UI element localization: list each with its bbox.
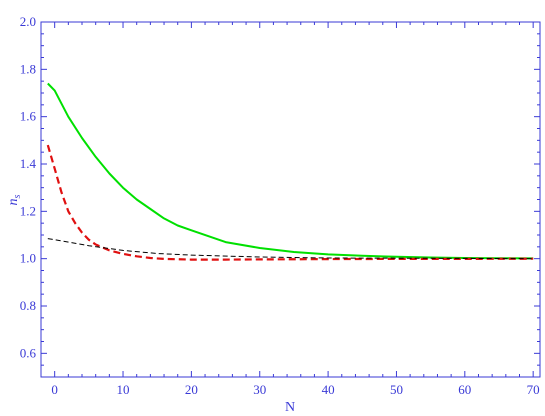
x-tick-label: 20 (185, 382, 198, 397)
series-line-2 (46, 144, 534, 261)
x-axis-label: N (285, 400, 295, 415)
y-tick-label: 1.2 (20, 203, 36, 218)
x-tick-label: 60 (458, 382, 471, 397)
y-tick-label: 1.8 (20, 61, 36, 76)
y-tick-label: 1.0 (20, 251, 36, 266)
tick-labels: 0 10 20 30 40 50 60 70 0.6 0.8 1.0 1.2 1.4 1.6 1.8 2.0 (20, 14, 540, 397)
y-tick-label: 2.0 (20, 14, 36, 29)
series-line-3 (47, 238, 534, 260)
x-tick-label: 50 (390, 382, 403, 397)
x-tick-label: 30 (253, 382, 266, 397)
tick-marks (40, 21, 540, 378)
series-line-1 (47, 82, 534, 260)
y-tick-label: 0.6 (20, 345, 37, 360)
y-axis-label: ns (6, 194, 23, 205)
series-lines (46, 82, 534, 261)
x-tick-label: 70 (527, 382, 540, 397)
plot-frame (40, 21, 541, 378)
y-tick-label: 1.4 (20, 156, 37, 171)
x-tick-label: 10 (117, 382, 130, 397)
x-tick-label: 40 (322, 382, 335, 397)
y-tick-label: 1.6 (20, 109, 37, 124)
x-tick-label: 0 (51, 382, 58, 397)
y-tick-label: 0.8 (20, 298, 36, 313)
